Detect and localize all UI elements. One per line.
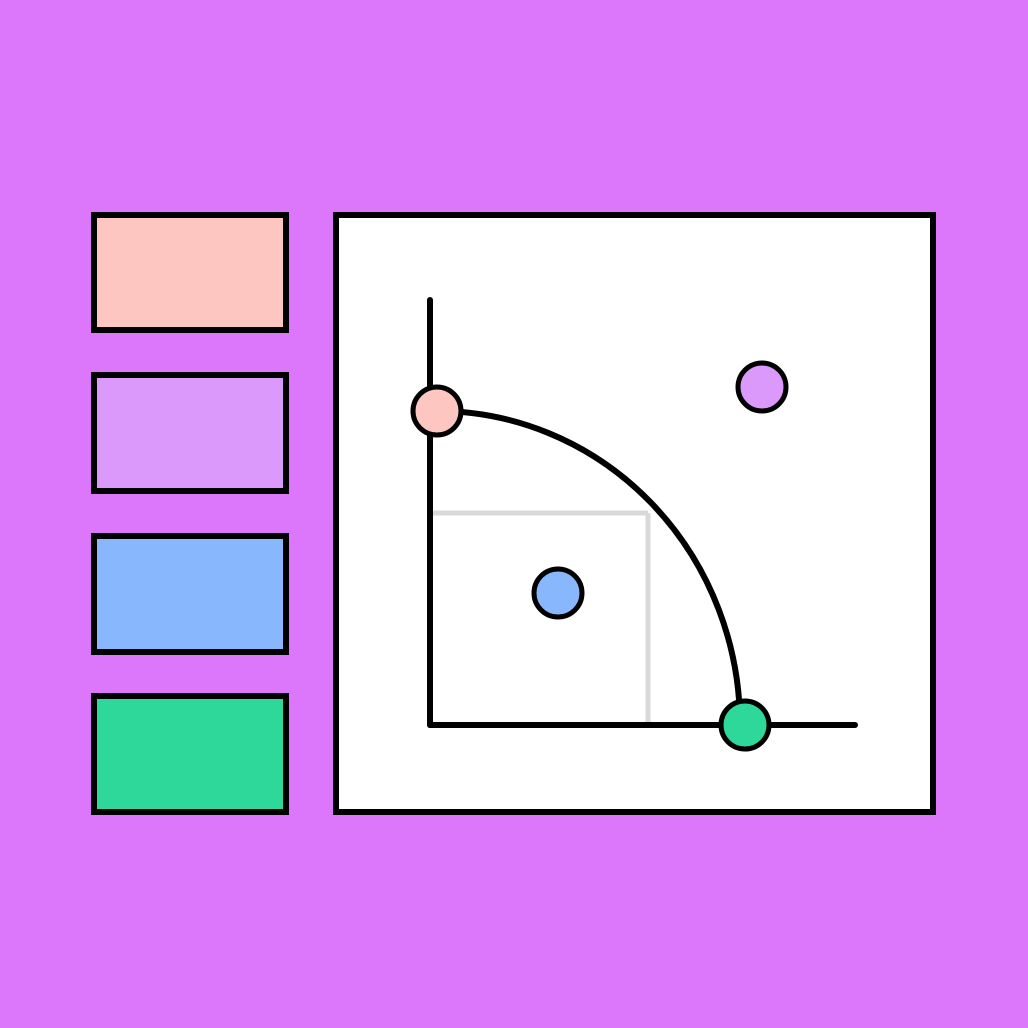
frontier-curve xyxy=(436,408,743,726)
point-lilac xyxy=(735,360,789,414)
swatch-blue xyxy=(91,533,289,655)
point-blue xyxy=(531,566,585,620)
point-peach xyxy=(410,384,464,438)
swatch-lilac xyxy=(91,372,289,494)
swatch-green xyxy=(91,693,289,815)
point-green xyxy=(718,698,772,752)
swatch-peach xyxy=(91,212,289,333)
